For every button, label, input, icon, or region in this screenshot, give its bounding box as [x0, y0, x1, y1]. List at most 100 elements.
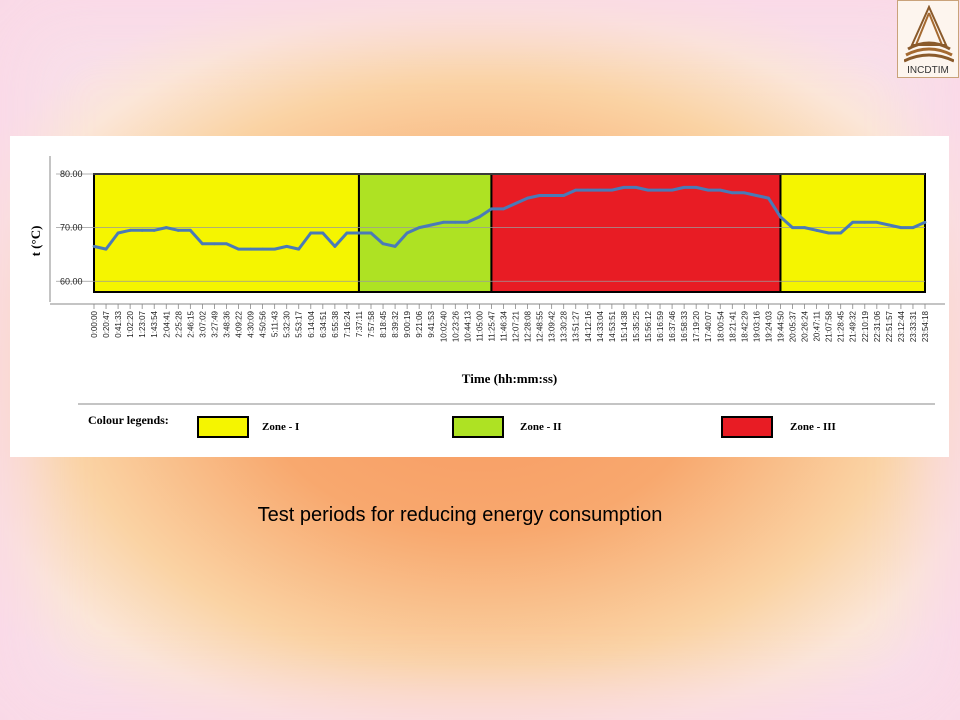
x-tick-label: 7:37:11	[355, 310, 364, 337]
temperature-chart: 60.00 70.00 80.00 t (°C) 0:00:00 0:20:47 0:41:…	[28, 156, 945, 438]
x-tick-label: 8:39:32	[391, 310, 400, 337]
x-tick-label: 12:28:08	[524, 310, 533, 342]
x-tick-label: 10:02:40	[439, 310, 448, 342]
data-point	[188, 228, 192, 232]
data-point	[754, 194, 758, 197]
data-point	[369, 231, 373, 235]
x-tick-label: 12:48:55	[536, 310, 545, 342]
y-tick-label: 80.00	[60, 169, 83, 179]
x-tick-label: 7:57:58	[367, 310, 376, 337]
x-tick-label: 16:37:46	[668, 310, 677, 342]
x-tick-label: 4:09:22	[235, 310, 244, 337]
x-tick-label: 19:03:16	[752, 310, 761, 342]
slide-caption: Test periods for reducing energy consump…	[257, 504, 663, 526]
data-point	[297, 247, 301, 251]
x-tick-label: 3:27:49	[210, 310, 219, 337]
x-axis-label: Time (hh:mm:ss)	[462, 371, 557, 386]
x-tick-label: 14:53:51	[608, 310, 617, 342]
data-point	[333, 245, 337, 248]
data-point	[273, 247, 277, 251]
x-tick-label: 11:25:47	[487, 310, 496, 341]
y-tick-label: 70.00	[60, 223, 83, 233]
x-tick-label: 16:58:33	[680, 310, 689, 342]
x-tick-label: 12:07:21	[512, 310, 521, 342]
data-point	[646, 188, 650, 192]
data-point	[152, 228, 156, 232]
x-tick-label: 6:55:38	[331, 310, 340, 337]
legend-swatch-zone-II	[452, 416, 504, 438]
line-layer	[92, 185, 927, 251]
data-point	[550, 194, 554, 197]
data-point	[164, 226, 168, 230]
x-tick-label: 18:42:29	[740, 310, 749, 342]
data-point	[225, 242, 228, 246]
x-tick-label: 11:46:34	[499, 310, 508, 341]
x-tick-label: 23:33:31	[909, 310, 918, 342]
data-point	[200, 242, 204, 246]
x-tick-label: 9:41:53	[427, 310, 436, 337]
incdtim-logo: INCDTIM	[897, 0, 959, 78]
y-axis-label: t (°C)	[28, 226, 43, 257]
x-tick-label: 15:35:25	[632, 310, 641, 342]
x-tick-label: 17:40:07	[704, 310, 713, 342]
data-point	[514, 202, 517, 205]
data-point	[249, 247, 252, 251]
legend-layer: Colour legends: Zone - I Zone - II Zone - I…	[78, 403, 935, 438]
x-tick-label: 21:07:58	[825, 310, 834, 342]
x-tick-label: 16:16:59	[656, 310, 665, 342]
data-point	[694, 186, 698, 189]
logo-label: INCDTIM	[907, 65, 949, 76]
x-tick-label: 0:20:47	[102, 310, 111, 337]
data-point	[779, 215, 782, 219]
data-point	[453, 220, 457, 224]
data-point	[104, 247, 108, 251]
data-point	[851, 220, 855, 224]
data-point	[574, 188, 578, 192]
legend-label-zone-I: Zone - I	[262, 421, 299, 433]
x-tick-label: 20:47:11	[813, 310, 822, 341]
grid-layer	[56, 173, 925, 282]
zone-band-2	[357, 173, 493, 293]
legend-swatch-zone-I	[197, 416, 249, 438]
x-tick-label: 15:14:38	[620, 310, 629, 342]
data-point	[417, 226, 421, 230]
data-point	[803, 226, 806, 230]
x-tick-label: 1:43:54	[150, 310, 159, 337]
x-tick-label: 22:31:06	[873, 310, 882, 342]
data-point	[465, 220, 469, 224]
x-tick-label: 1:02:20	[126, 310, 135, 337]
x-tick-label: 17:19:20	[692, 310, 701, 342]
x-tick-label: 22:51:57	[885, 310, 894, 342]
zones-layer	[93, 173, 927, 293]
x-tick-label: 2:25:28	[174, 310, 183, 337]
x-tick-label: 1:23:07	[138, 310, 147, 337]
x-tick-label: 5:11:43	[271, 310, 280, 337]
x-tick-label: 6:14:04	[307, 310, 316, 337]
legend-title: Colour legends:	[88, 413, 169, 427]
data-point	[899, 226, 903, 230]
data-point	[441, 220, 445, 224]
y-tick-label: 60.00	[60, 276, 83, 286]
data-point	[911, 226, 915, 230]
data-point	[309, 231, 313, 235]
axis-layer: 60.00 70.00 80.00 t (°C) 0:00:00 0:20:47 0:41:…	[28, 156, 945, 386]
x-tick-label: 20:26:24	[801, 310, 810, 342]
data-point	[887, 223, 891, 227]
data-point	[393, 245, 397, 248]
data-point	[562, 194, 566, 197]
data-point	[345, 231, 349, 235]
x-tick-label: 14:12:16	[584, 310, 593, 342]
data-point	[116, 231, 120, 235]
data-point	[140, 228, 144, 232]
x-tick-label: 13:09:42	[548, 310, 557, 342]
x-tick-label: 11:05:00	[475, 310, 484, 341]
data-point	[357, 231, 361, 235]
x-tick-label: 19:24:03	[764, 310, 773, 342]
data-point	[791, 226, 794, 230]
data-point	[477, 215, 481, 219]
legend-label-zone-III: Zone - III	[790, 421, 836, 433]
x-tick-label: 3:48:36	[222, 310, 231, 337]
data-point	[658, 188, 662, 192]
data-point	[670, 188, 674, 192]
data-point	[490, 207, 493, 211]
